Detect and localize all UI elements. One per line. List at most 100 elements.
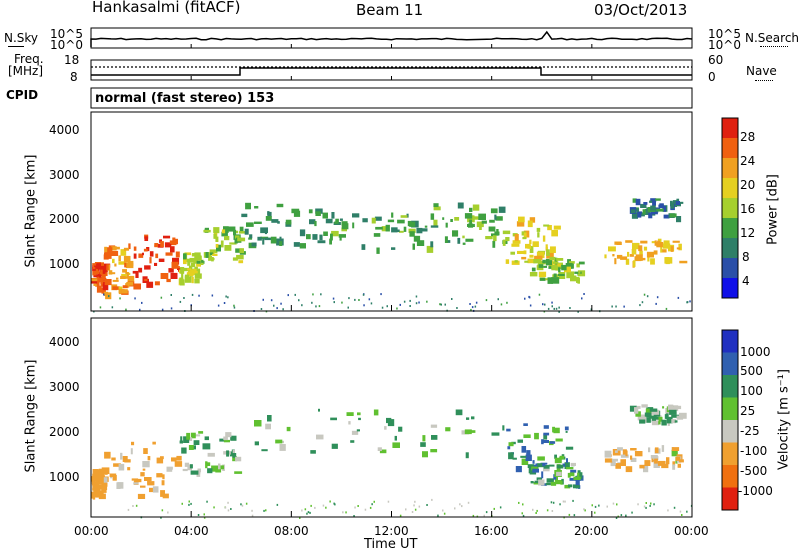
power-echo-r10-35 <box>620 256 628 260</box>
power-echo-r7-2 <box>469 207 473 212</box>
power-echo-r0-45 <box>98 274 102 278</box>
velocity-echo-r1-41 <box>147 456 151 461</box>
power-echo-r5-19 <box>265 216 272 221</box>
velocity-echo-r1-10 <box>162 474 165 480</box>
power-echo-r4-27 <box>229 242 237 245</box>
power-echo-r9-24 <box>529 272 538 277</box>
power-echo-r9-21 <box>577 277 580 284</box>
velocity-ground-scatter-101 <box>263 509 265 512</box>
velocity-echo-r5-7 <box>555 480 563 485</box>
velocity-echo-r4-40 <box>555 438 563 442</box>
velocity-echo-r2-33 <box>232 456 237 462</box>
power-echo-r9-0 <box>539 277 546 281</box>
power-ground-scatter-30 <box>370 302 373 305</box>
power-echo-r4-13 <box>209 249 218 254</box>
power-echo-r1-7 <box>108 272 116 275</box>
velocity-echo-r2-11 <box>184 462 190 467</box>
velocity-echo-r5-38 <box>556 471 562 477</box>
power-ground-scatter-6 <box>280 302 282 305</box>
power-echo-r4-45 <box>213 227 220 234</box>
velocity-echo-r7-12 <box>666 416 673 424</box>
power-echo-r3-35 <box>187 261 191 266</box>
power-echo-r8-4 <box>542 235 546 242</box>
velocity-echo-r2-32 <box>183 436 190 443</box>
velocity-ground-scatter-119 <box>598 504 600 507</box>
velocity-ground-scatter-3 <box>616 503 618 506</box>
power-echo-r10-11 <box>661 249 667 253</box>
velocity-echo-r6-36 <box>672 464 676 470</box>
power-echo-r10-16 <box>660 246 663 253</box>
velocity-ground-scatter-43 <box>325 506 327 509</box>
velocity-echo-r3-34 <box>398 426 403 432</box>
power-ground-scatter-42 <box>415 302 418 305</box>
power-echo-r9-44 <box>551 265 558 271</box>
power-echo-r2-12 <box>166 278 171 283</box>
power-echo-r6-20 <box>424 225 428 228</box>
power-data-layer <box>91 198 691 313</box>
power-echo-r8-42 <box>543 224 550 227</box>
power-ground-scatter-102 <box>641 301 644 304</box>
power-echo-r1-27 <box>104 279 112 286</box>
power-echo-r7-18 <box>430 213 435 220</box>
power-echo-r8-26 <box>536 251 545 259</box>
power-echo-r10-2 <box>629 254 634 257</box>
velBar-segment-2 <box>722 375 738 398</box>
power-echo-r8-10 <box>523 250 527 255</box>
velocity-echo-r2-24 <box>204 436 209 441</box>
power-echo-r0-32 <box>97 281 100 287</box>
power-echo-r6-32 <box>329 238 332 245</box>
velocity-ground-scatter-76 <box>552 501 555 504</box>
power-echo-r2-13 <box>173 238 178 245</box>
power-echo-r8-34 <box>525 243 531 249</box>
power-echo-r10-28 <box>646 251 654 258</box>
power-echo-r9-42 <box>538 264 544 268</box>
velocity-echo-r3-44 <box>392 442 400 448</box>
power-echo-r11-35 <box>675 201 680 205</box>
velocity-ground-scatter-58 <box>493 507 495 510</box>
velocity-echo-r5-0 <box>533 482 539 485</box>
power-echo-r5-11 <box>317 240 326 244</box>
power-echo-r4-36 <box>233 229 237 236</box>
time-tick-0800: 08:00 <box>274 524 309 538</box>
velocity-ground-scatter-93 <box>437 514 439 517</box>
power-echo-r8-7 <box>510 251 515 255</box>
power-ground-scatter-22 <box>362 293 365 296</box>
power-echo-r1-28 <box>106 264 109 271</box>
velocity-echo-r5-37 <box>573 476 581 481</box>
velocity-echo-r3-36 <box>420 442 426 447</box>
power-ground-scatter-53 <box>656 296 659 299</box>
velocity-cbar-tick-neg100: -100 <box>740 444 768 458</box>
power-ground-scatter-56 <box>415 295 418 298</box>
velocity-echo-r7-23 <box>666 413 669 420</box>
power-echo-r5-25 <box>241 213 248 218</box>
power-echo-r6-22 <box>352 213 360 218</box>
power-echo-r5-26 <box>279 241 283 246</box>
velocity-echo-r2-0 <box>187 464 192 471</box>
velocity-ground-scatter-115 <box>562 500 565 503</box>
velocity-echo-r1-30 <box>133 482 139 485</box>
power-ground-scatter-64 <box>312 293 314 296</box>
velocity-echo-r1-23 <box>171 457 177 462</box>
power-ground-scatter-75 <box>333 301 335 304</box>
power-echo-r2-15 <box>165 252 173 256</box>
velocity-echo-r6-18 <box>604 458 613 463</box>
power-echo-r2-34 <box>144 278 148 281</box>
power-echo-r10-19 <box>616 241 622 245</box>
velocity-echo-r1-28 <box>103 477 108 483</box>
power-echo-r4-37 <box>234 238 238 244</box>
velocity-echo-r6-25 <box>630 457 637 462</box>
velocity-echo-r4-1 <box>534 432 539 440</box>
power-ground-scatter-93 <box>551 305 553 308</box>
power-echo-r1-5 <box>128 243 131 250</box>
velocity-echo-r7-43 <box>669 409 677 415</box>
date-label: 03/Oct/2013 <box>594 1 688 19</box>
velocity-echo-r2-41 <box>202 443 211 450</box>
power-echo-r10-37 <box>638 245 643 252</box>
time-tick-2000: 20:00 <box>574 524 609 538</box>
velocity-ground-scatter-10 <box>535 512 537 514</box>
power-echo-r2-23 <box>146 247 150 252</box>
velocity-ground-scatter-40 <box>584 509 586 512</box>
velocity-echo-r5-22 <box>536 477 542 481</box>
velocity-echo-r1-26 <box>152 486 159 493</box>
velocity-ground-scatter-2 <box>431 498 433 501</box>
